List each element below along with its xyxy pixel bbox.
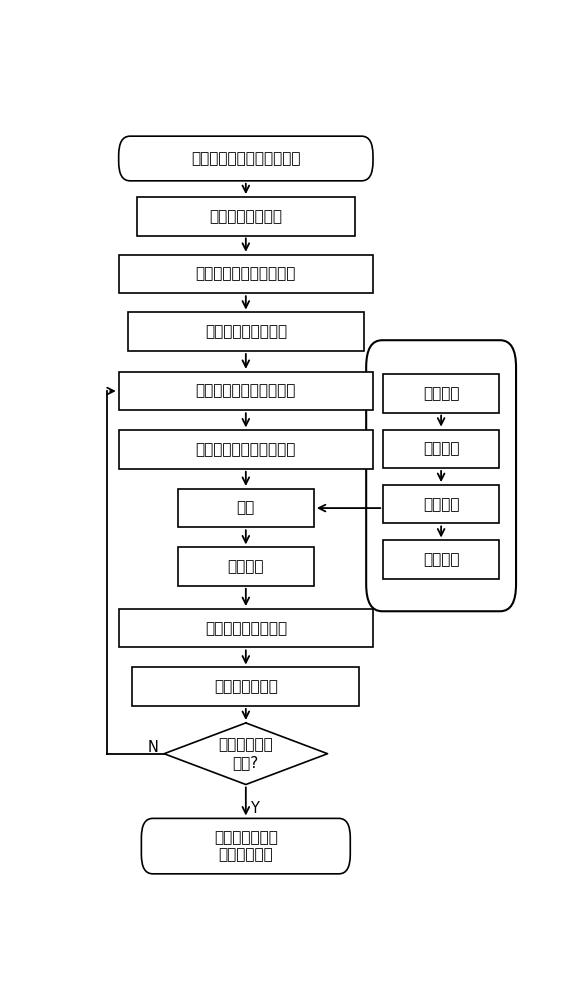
Bar xyxy=(137,197,355,235)
FancyBboxPatch shape xyxy=(118,136,373,181)
Text: 瓶颈机与非瓶颈分类编码: 瓶颈机与非瓶颈分类编码 xyxy=(196,266,296,282)
Bar xyxy=(128,312,364,351)
Text: 瓶颈机与非瓶颈分类交叉: 瓶颈机与非瓶颈分类交叉 xyxy=(196,384,296,399)
Bar xyxy=(383,485,499,523)
Polygon shape xyxy=(164,723,328,785)
FancyBboxPatch shape xyxy=(141,818,350,874)
Bar xyxy=(383,374,499,413)
Text: 抗原选择: 抗原选择 xyxy=(423,386,459,401)
Text: 瓶颈机与非瓶颈分类变异: 瓶颈机与非瓶颈分类变异 xyxy=(196,442,296,457)
Text: 多瓶颈机器的识别: 多瓶颈机器的识别 xyxy=(209,209,282,224)
Bar xyxy=(178,547,314,586)
Bar xyxy=(132,667,359,706)
Bar xyxy=(383,540,499,579)
Text: 免疫: 免疫 xyxy=(237,501,255,516)
Text: 初始染色体种群生成: 初始染色体种群生成 xyxy=(205,324,287,339)
Text: 整体解码: 整体解码 xyxy=(227,559,264,574)
Bar xyxy=(178,489,314,527)
Text: Y: Y xyxy=(250,801,258,816)
Bar xyxy=(118,430,373,469)
Text: 适应度值评价及选择: 适应度值评价及选择 xyxy=(205,621,287,636)
Text: 免疫检测: 免疫检测 xyxy=(423,552,459,567)
Bar xyxy=(118,372,373,410)
Text: 解码最优染色体
输出调度指令: 解码最优染色体 输出调度指令 xyxy=(214,830,278,862)
Text: 疫苗注射: 疫苗注射 xyxy=(423,497,459,512)
Text: 待调度大规模车间数据采集: 待调度大规模车间数据采集 xyxy=(191,151,301,166)
Bar xyxy=(118,609,373,647)
Text: N: N xyxy=(147,740,158,755)
Text: 疫苗抽取: 疫苗抽取 xyxy=(423,441,459,456)
Bar xyxy=(118,255,373,293)
Text: 最优染色体更新: 最优染色体更新 xyxy=(214,679,278,694)
Text: 满足迭代终止
条件?: 满足迭代终止 条件? xyxy=(219,738,273,770)
FancyBboxPatch shape xyxy=(366,340,516,611)
Bar xyxy=(383,430,499,468)
